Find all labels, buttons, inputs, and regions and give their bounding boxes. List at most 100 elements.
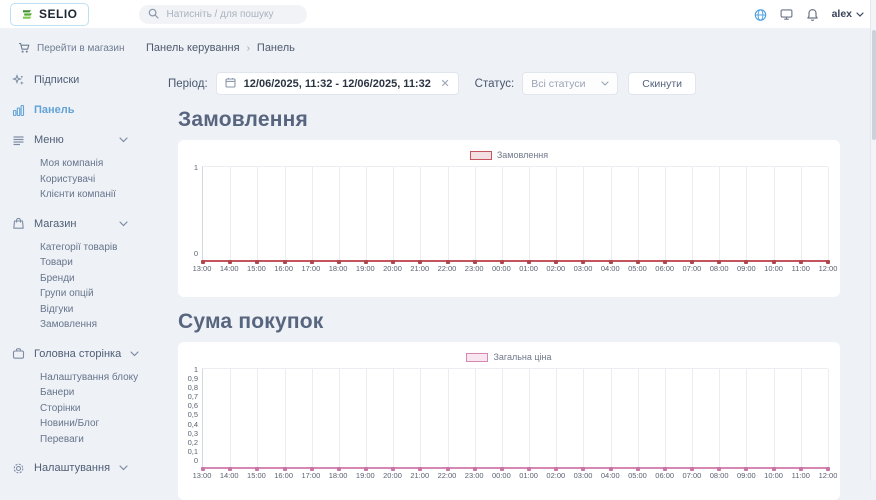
data-point-marker — [228, 466, 233, 471]
chart-legend: Загальна ціна — [178, 342, 840, 362]
period-label: Період: — [168, 77, 208, 90]
logo[interactable]: SELIO — [10, 2, 89, 26]
globe-icon[interactable] — [754, 8, 767, 21]
breadcrumb-separator: › — [246, 42, 250, 54]
gridline — [556, 167, 558, 261]
sidebar-item-3[interactable]: Магазин — [0, 215, 140, 233]
sidebar-item-label: Меню — [34, 134, 64, 146]
x-tick-label: 15:00 — [247, 264, 266, 273]
sidebar-item-label: Панель — [34, 104, 75, 116]
sidebar-subitem[interactable]: Банери — [40, 387, 75, 399]
sidebar-item-2[interactable]: Меню — [0, 131, 140, 149]
gridline — [692, 167, 694, 261]
x-tick-label: 11:00 — [791, 264, 810, 273]
sidebar-subitem[interactable]: Сторінки — [40, 402, 81, 414]
breadcrumb: Панель керування › Панель — [146, 42, 876, 54]
sidebar-subitem[interactable]: Налаштування блоку — [40, 371, 139, 383]
x-tick-label: 03:00 — [573, 264, 593, 273]
x-axis-labels: 13:00 14:00 15:00 16:00 17:00 18:00 19:00 20:00… — [193, 471, 838, 481]
data-point-marker — [826, 259, 830, 264]
sidebar-nav: Підписки Панель Меню Моя компанія Користувач… — [0, 71, 140, 477]
selio-logo-icon — [21, 8, 34, 21]
sidebar-item-5[interactable]: Налаштування — [0, 459, 140, 477]
chevron-down-icon — [130, 350, 139, 357]
gridline — [610, 369, 612, 468]
chart-legend-label: Замовлення — [496, 150, 549, 160]
top-header: SELIO Натисніть / для пошуку alex — [0, 0, 876, 28]
gridline — [529, 369, 531, 468]
x-tick-label: 12:00 — [818, 264, 838, 273]
data-point-marker — [472, 466, 477, 471]
x-tick-label: 08:00 — [709, 264, 729, 273]
status-select[interactable]: Всі статуси — [522, 72, 619, 95]
x-tick-label: 13:00 — [192, 264, 212, 273]
x-tick-label: 20:00 — [383, 264, 402, 273]
sidebar-subitem[interactable]: Клієнти компанії — [40, 189, 116, 201]
x-tick-label: 08:00 — [709, 471, 729, 480]
sidebar-item-0[interactable]: Підписки — [0, 71, 140, 89]
sidebar-subitem[interactable]: Користувачі — [40, 173, 96, 185]
x-tick-label: 13:00 — [192, 471, 212, 480]
x-tick-label: 16:00 — [274, 471, 294, 480]
period-date-input[interactable]: 12/06/2025, 11:32 - 12/06/2025, 11:32 ✕ — [215, 72, 459, 95]
menu-icon — [12, 134, 25, 147]
gridline — [800, 167, 802, 261]
y-tick-label: 1 — [193, 163, 198, 172]
gridline — [311, 167, 313, 261]
gridline — [828, 369, 829, 468]
sidebar-item-4[interactable]: Головна сторінка — [0, 345, 140, 363]
sidebar-subitem[interactable]: Замовлення — [40, 319, 97, 331]
sidebar-item-label: Налаштування — [34, 462, 111, 474]
reset-button[interactable]: Скинути — [628, 72, 696, 95]
sidebar-subitem[interactable]: Групи опцій — [40, 288, 94, 300]
x-tick-label: 21:00 — [410, 264, 430, 273]
x-tick-label: 20:00 — [383, 471, 402, 480]
x-tick-label: 05:00 — [628, 264, 647, 273]
gridline — [773, 167, 775, 261]
data-point-marker — [445, 466, 450, 471]
sidebar-subitem[interactable]: Моя компанія — [40, 158, 104, 170]
sidebar-subitem[interactable]: Відгуки — [40, 303, 74, 315]
y-tick-label: 0,1 — [187, 446, 198, 456]
bell-icon[interactable] — [806, 8, 819, 21]
chart-legend: Замовлення — [178, 140, 840, 160]
user-name: alex — [831, 8, 852, 20]
scrollbar-thumb[interactable] — [872, 30, 876, 140]
sidebar-subitem[interactable]: Бренди — [40, 272, 75, 284]
sidebar-group: Панель — [0, 101, 140, 119]
chevron-down-icon — [601, 81, 609, 86]
chart-plot-area — [201, 368, 830, 471]
clear-period-icon[interactable]: ✕ — [440, 78, 450, 90]
monitor-icon[interactable] — [780, 8, 793, 21]
purchases-chart-card: Загальна ціна 1 0,9 0,8 0,7 0,6 0,5 0,4 0,3 0,2 0… — [178, 342, 840, 500]
data-point-marker — [527, 466, 532, 471]
x-tick-label: 02:00 — [546, 264, 566, 273]
search-input[interactable]: Натисніть / для пошуку — [138, 4, 307, 24]
gridline — [284, 167, 286, 261]
sidebar-subitem[interactable]: Новини/Блог — [40, 418, 100, 430]
sidebar-group: Магазин Категорії товарів Товари Бренди Груп… — [0, 215, 140, 333]
filter-bar: Період: 12/06/2025, 11:32 - 12/06/2025, … — [168, 72, 876, 95]
user-menu[interactable]: alex — [832, 8, 864, 20]
data-point-marker — [690, 259, 695, 264]
data-point-marker — [717, 466, 722, 471]
chevron-down-icon — [119, 465, 128, 471]
x-tick-label: 14:00 — [219, 264, 239, 273]
chevron-down-icon — [119, 220, 128, 227]
data-point-marker — [662, 466, 667, 471]
sidebar-subitem[interactable]: Переваги — [40, 433, 84, 445]
data-point-marker — [581, 259, 586, 264]
go-to-store-link[interactable]: Перейти в магазин — [0, 42, 140, 55]
sidebar-subitem[interactable]: Товари — [40, 257, 73, 269]
gridline — [393, 167, 395, 261]
sidebar-subitem[interactable]: Категорії товарів — [40, 241, 118, 253]
gridline — [637, 167, 639, 261]
breadcrumb-item-dashboard[interactable]: Панель керування — [146, 42, 240, 54]
x-tick-label: 09:00 — [736, 471, 756, 480]
series-line — [203, 260, 828, 262]
sidebar-item-1[interactable]: Панель — [0, 101, 140, 119]
x-tick-label: 07:00 — [682, 264, 702, 273]
page-scrollbar[interactable] — [870, 0, 876, 480]
gridline — [637, 369, 639, 468]
x-tick-label: 06:00 — [655, 471, 675, 480]
